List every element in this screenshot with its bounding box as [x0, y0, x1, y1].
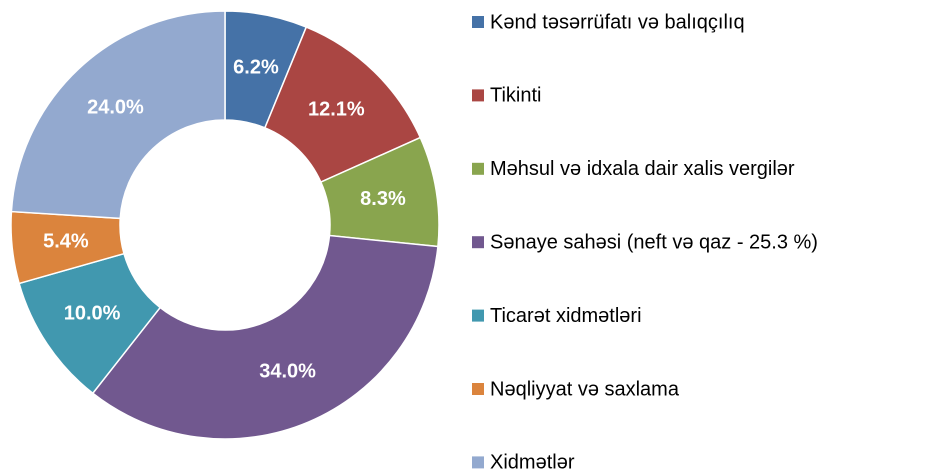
value-label: 8.3%: [360, 188, 406, 210]
legend-swatch: [472, 89, 484, 102]
legend-label: Xidmətlər: [490, 452, 575, 472]
legend-swatch: [472, 16, 484, 28]
legend-swatch: [472, 309, 484, 322]
value-label: 24.0%: [87, 97, 144, 119]
value-label: 6.2%: [233, 56, 279, 78]
legend-swatch: [472, 162, 484, 175]
legend-label: Sənaye sahəsi (neft və qaz - 25.3 %): [490, 231, 818, 253]
legend-label: Məhsul və idxala dair xalis vergilər: [490, 158, 795, 180]
legend-label: Kənd təsərrüfatı və balıqçılıq: [490, 11, 745, 33]
value-label: 34.0%: [259, 361, 316, 383]
legend-swatch: [472, 236, 484, 249]
value-label: 12.1%: [308, 98, 365, 120]
legend-label: Nəqliyyat və saxlama: [490, 378, 680, 400]
legend-swatch: [472, 456, 484, 469]
donut-slice: [10, 10, 226, 220]
donut-slice: [91, 234, 439, 440]
legend-label: Ticarət xidmətləri: [490, 305, 642, 327]
value-label: 10.0%: [64, 302, 121, 324]
value-label: 5.4%: [43, 230, 89, 252]
legend-swatch: [472, 383, 484, 395]
legend-label: Tikinti: [490, 85, 541, 107]
